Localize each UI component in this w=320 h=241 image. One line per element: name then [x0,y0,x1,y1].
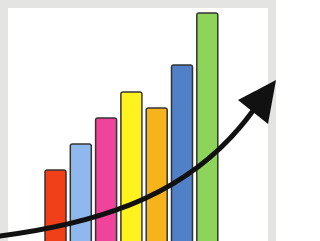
bar [121,92,142,241]
bar [70,144,91,241]
bar [172,65,193,241]
bar [96,118,117,241]
bar [197,13,218,241]
bar [146,108,167,241]
page: (() => { const data = JSON.parse(documen… [0,0,320,241]
chart [0,0,276,241]
